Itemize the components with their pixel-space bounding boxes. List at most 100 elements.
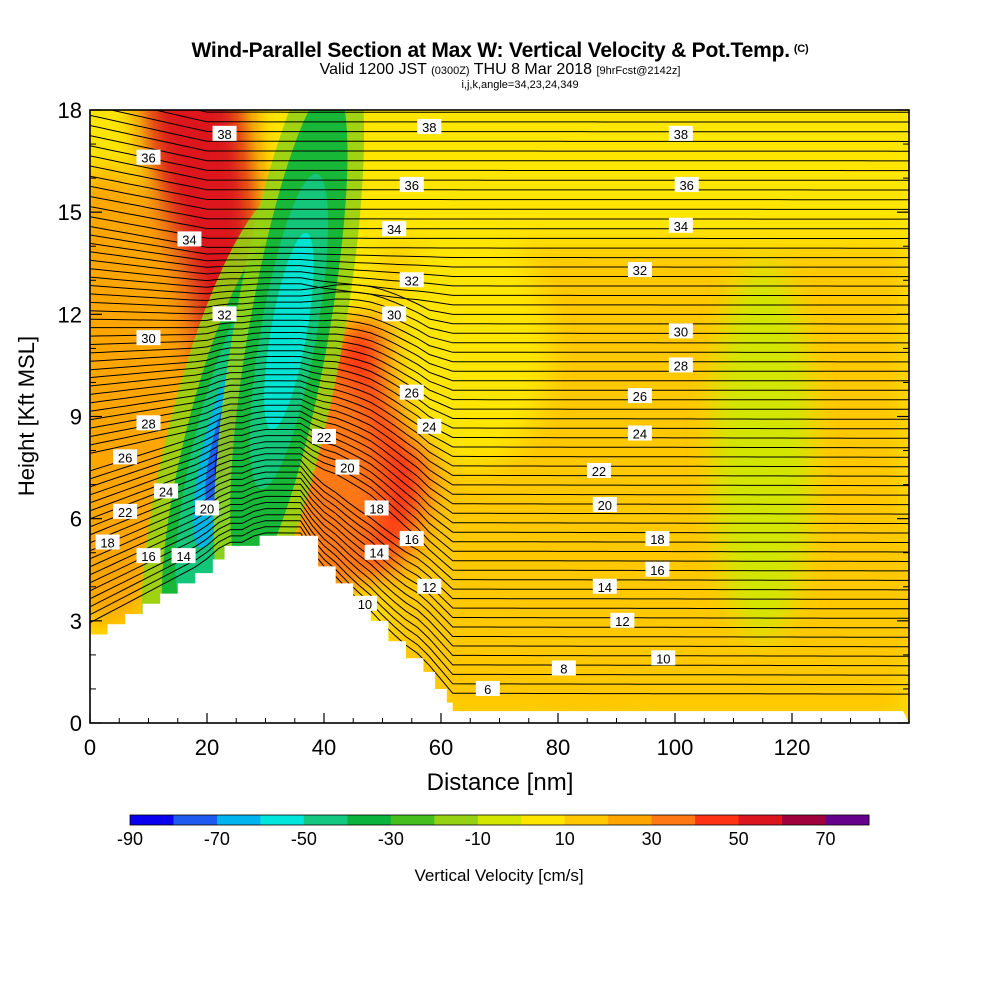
plot-area (90, 110, 909, 723)
theta-contour-line (90, 165, 909, 191)
theta-contour-line (90, 135, 909, 162)
svg-text:18: 18 (650, 532, 664, 547)
theta-contour-line (90, 386, 909, 468)
theta-contour-line (90, 291, 909, 325)
svg-text:20: 20 (598, 498, 612, 513)
theta-contour-line (90, 206, 909, 230)
svg-text:18: 18 (369, 501, 383, 516)
contour-label: 20 (592, 497, 617, 513)
theta-contour-line (90, 155, 909, 181)
colorbar-swatch (564, 815, 609, 825)
theta-contour-line (90, 398, 909, 487)
contour-label: 32 (212, 306, 237, 322)
contour-label: 26 (113, 449, 138, 465)
contour-label: 30 (136, 330, 161, 346)
colorbar-label: Vertical Velocity [cm/s] (414, 866, 583, 885)
svg-text:6: 6 (484, 682, 491, 697)
contour-label: 36 (399, 176, 424, 193)
theta-contour-line (90, 226, 909, 249)
colorbar-swatch (608, 815, 653, 825)
svg-text:36: 36 (405, 178, 419, 193)
svg-text:34: 34 (674, 219, 688, 234)
theta-contour-line (90, 298, 909, 334)
colorbar-tick-label: 30 (642, 829, 662, 849)
contour-label: 38 (668, 125, 693, 142)
theta-contour-line (90, 196, 909, 220)
grid-indices: i,j,k,angle=34,23,24,349 (461, 79, 579, 91)
theta-contour-line (90, 502, 909, 648)
colorbar-tick-label: -30 (378, 829, 404, 849)
theta-contour-line (90, 268, 909, 296)
theta-contour-line (90, 477, 909, 610)
colorbar-swatch (651, 815, 696, 825)
colorbar-swatch (521, 815, 566, 825)
colorbar-tick-label: -50 (291, 829, 317, 849)
colorbar-swatch (477, 815, 522, 825)
colorbar-swatch (347, 815, 392, 825)
colorbar-swatch (825, 815, 870, 825)
x-axis-label: Distance [nm] (427, 769, 574, 796)
contour-label: 14 (171, 548, 196, 564)
colorbar-tick-label: 50 (729, 829, 749, 849)
svg-text:38: 38 (674, 127, 688, 142)
svg-text:10: 10 (358, 597, 372, 612)
contour-label: 10 (651, 650, 676, 666)
svg-text:14: 14 (598, 580, 612, 595)
valid-time: Valid 1200 JST (0300Z) THU 8 Mar 2018 [9… (319, 61, 681, 78)
svg-text:24: 24 (633, 427, 647, 442)
contour-label: 16 (645, 561, 670, 578)
colorbar-swatch (216, 815, 261, 825)
contour-label: 34 (382, 221, 407, 237)
theta-contour-line (90, 441, 909, 553)
theta-contour-line (90, 514, 909, 667)
contour-label: 38 (417, 119, 442, 135)
theta-contour-line (90, 145, 909, 172)
theta-contour-line (90, 175, 909, 201)
theta-contour-line (90, 435, 909, 543)
theta-contour-line (90, 242, 909, 268)
theta-contour-line (90, 185, 909, 210)
svg-text:28: 28 (674, 358, 688, 373)
theta-contour-line (90, 368, 909, 439)
svg-text:32: 32 (405, 273, 419, 288)
colorbar-swatch (695, 815, 740, 825)
plot-overlay: 6 8 10 10 12 12 14 14 14 16 16 16 18 18 18 20 20 20 22 22 22… (95, 119, 699, 697)
contour-label: 14 (364, 544, 389, 561)
y-tick-label: 6 (70, 507, 82, 532)
x-tick-label: 120 (774, 735, 811, 760)
theta-contour-line (90, 459, 909, 581)
contour-label: 32 (627, 262, 652, 278)
svg-text:22: 22 (317, 430, 331, 445)
theta-contour-line (90, 114, 909, 142)
svg-text:14: 14 (176, 549, 190, 564)
svg-text:24: 24 (422, 420, 436, 435)
contour-label: 26 (627, 388, 652, 404)
colorbar: -90 -70 -50 -30 -10 10 30 50 70 (117, 814, 870, 849)
theta-contour-line (90, 374, 909, 449)
theta-contour-line (90, 429, 909, 534)
theta-contour-line (90, 410, 909, 506)
theta-contour-line (90, 356, 909, 420)
colorbar-swatch (173, 815, 218, 825)
theta-contour-line (90, 465, 909, 591)
contour-label: 16 (399, 531, 424, 547)
colorbar-tick-label: 70 (816, 829, 836, 849)
copyright-mark: (C) (793, 43, 809, 55)
theta-contour-line (90, 471, 909, 600)
theta-contour-line (90, 392, 909, 477)
contour-label: 12 (610, 612, 635, 629)
contour-label: 36 (136, 149, 161, 166)
y-tick-label: 18 (58, 98, 82, 123)
y-tick-label: 3 (70, 609, 82, 634)
contour-label: 14 (592, 578, 617, 595)
contour-label: 28 (668, 357, 693, 373)
svg-text:32: 32 (633, 263, 647, 278)
theta-contour-line (90, 259, 909, 287)
svg-text:22: 22 (592, 464, 606, 479)
svg-text:26: 26 (405, 386, 419, 401)
contour-label: 18 (95, 534, 120, 551)
title-block: Wind-Parallel Section at Max W: Vertical… (0, 38, 1000, 92)
colorbar-tick-label: 10 (555, 829, 575, 849)
x-tick-label: 80 (546, 735, 570, 760)
theta-contour-line (90, 422, 909, 525)
